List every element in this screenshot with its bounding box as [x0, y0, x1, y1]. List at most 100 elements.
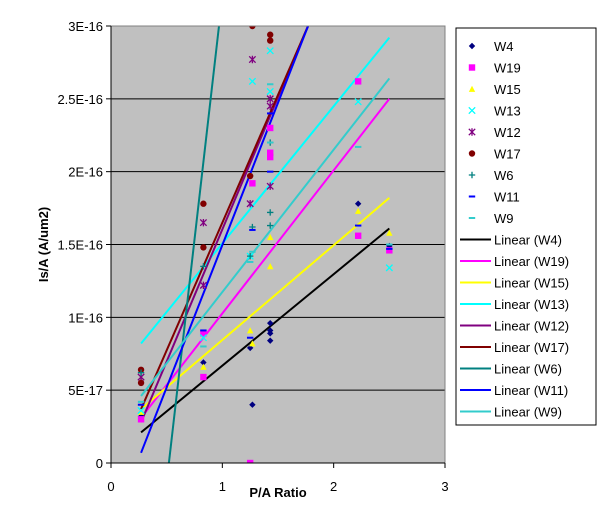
data-point [267, 222, 274, 229]
data-point [267, 37, 274, 44]
data-point [266, 102, 274, 110]
series-w15 [137, 207, 393, 415]
y-tick-label: 3E-16 [68, 19, 103, 34]
legend-label: W6 [494, 168, 514, 183]
data-point [249, 180, 256, 187]
data-point [354, 232, 362, 239]
data-point [248, 77, 257, 86]
legend-label: W4 [494, 39, 514, 54]
data-point [246, 327, 254, 334]
data-point [267, 263, 274, 270]
data-point [267, 337, 274, 344]
legend-marker [468, 85, 476, 92]
trendline [140, 77, 391, 397]
data-point [200, 263, 207, 270]
legend-item: W12 [468, 125, 521, 140]
x-tick-label: 1 [219, 479, 226, 494]
data-point [354, 98, 362, 106]
legend-label: Linear (W13) [494, 297, 569, 312]
legend-item: W4 [468, 39, 514, 54]
x-tick-label: 3 [441, 479, 448, 494]
data-point [137, 416, 145, 423]
legend-label: Linear (W19) [494, 254, 569, 269]
y-tick-label: 0 [96, 456, 103, 471]
data-point [137, 406, 145, 415]
y-tick-label: 2.5E-16 [57, 92, 103, 107]
legend-label: W19 [494, 61, 521, 76]
data-point [267, 31, 274, 38]
data-point [200, 330, 207, 337]
trendline [140, 98, 391, 419]
legend-item: W6 [468, 168, 514, 183]
legend-item: W9 [468, 211, 514, 226]
legend-item: Linear (W17) [460, 340, 569, 355]
data-point [246, 459, 254, 463]
legend-marker [468, 128, 476, 136]
data-point [200, 359, 207, 366]
y-tick-label: 5E-17 [68, 383, 103, 398]
data-point [199, 218, 208, 227]
legend-item: W19 [468, 61, 521, 76]
data-point [246, 252, 254, 260]
legend-label: W12 [494, 125, 521, 140]
trendline [167, 26, 220, 463]
data-point [267, 153, 274, 161]
legend-item: W13 [468, 104, 521, 119]
y-tick-label: 1E-16 [68, 310, 103, 325]
legend-label: Linear (W12) [494, 319, 569, 334]
legend-label: Linear (W4) [494, 233, 562, 248]
trendline [140, 26, 309, 410]
legend-label: W15 [494, 82, 521, 97]
data-point [137, 379, 145, 387]
y-tick-label: 2E-16 [68, 165, 103, 180]
legend-box [455, 27, 597, 426]
x-axis-title: P/A Ratio [249, 485, 306, 500]
legend-item: Linear (W13) [460, 297, 569, 312]
data-point [267, 209, 274, 216]
data-point [246, 200, 254, 208]
y-axis-title: Is/A (A/um2) [36, 207, 51, 282]
data-point [354, 207, 362, 214]
data-point [385, 264, 393, 272]
data-point [200, 200, 207, 207]
legend-marker [468, 64, 476, 71]
y-axis-ticks: 0 5E-17 1E-16 1.5E-16 2E-16 2.5E-16 3E-16 [57, 19, 112, 471]
data-point [266, 47, 274, 55]
data-point [199, 334, 208, 342]
data-point [249, 26, 256, 30]
legend-item: W11 [468, 190, 520, 205]
legend-marker [468, 106, 476, 115]
legend-label: Linear (W9) [494, 405, 562, 420]
x-axis-ticks: 0 1 2 3 [107, 462, 449, 494]
legend-item: Linear (W11) [460, 383, 568, 398]
series-w9 [137, 83, 393, 403]
data-point [267, 319, 274, 327]
series-w11 [137, 112, 393, 406]
trendline-layer [140, 26, 391, 463]
legend-item: Linear (W12) [460, 319, 569, 334]
data-point [199, 281, 208, 289]
y-tick-label: 1.5E-16 [57, 238, 103, 253]
trendline [140, 26, 309, 454]
legend-marker [468, 171, 476, 179]
data-point [200, 363, 207, 370]
x-tick-label: 2 [330, 479, 337, 494]
data-point [200, 244, 207, 251]
legend-label: W13 [494, 104, 521, 119]
legend-marker [468, 150, 476, 157]
legend-marker [468, 42, 476, 50]
data-point [386, 247, 393, 254]
legend: W4 W19 W15 W13 W12 W17 W6 W11 W9 Linear (W4) Linea… [455, 27, 597, 426]
x-tick-label: 0 [107, 479, 114, 494]
legend-label: Linear (W6) [494, 362, 562, 377]
data-point [266, 87, 274, 96]
data-point [267, 124, 274, 132]
data-point [137, 369, 145, 376]
data-point [249, 401, 256, 408]
data-point [386, 229, 393, 236]
legend-label: Linear (W17) [494, 340, 569, 355]
legend-label: W9 [494, 211, 514, 226]
legend-item: Linear (W6) [460, 362, 562, 377]
series-w12 [137, 55, 274, 381]
legend-item: Linear (W19) [460, 254, 569, 269]
